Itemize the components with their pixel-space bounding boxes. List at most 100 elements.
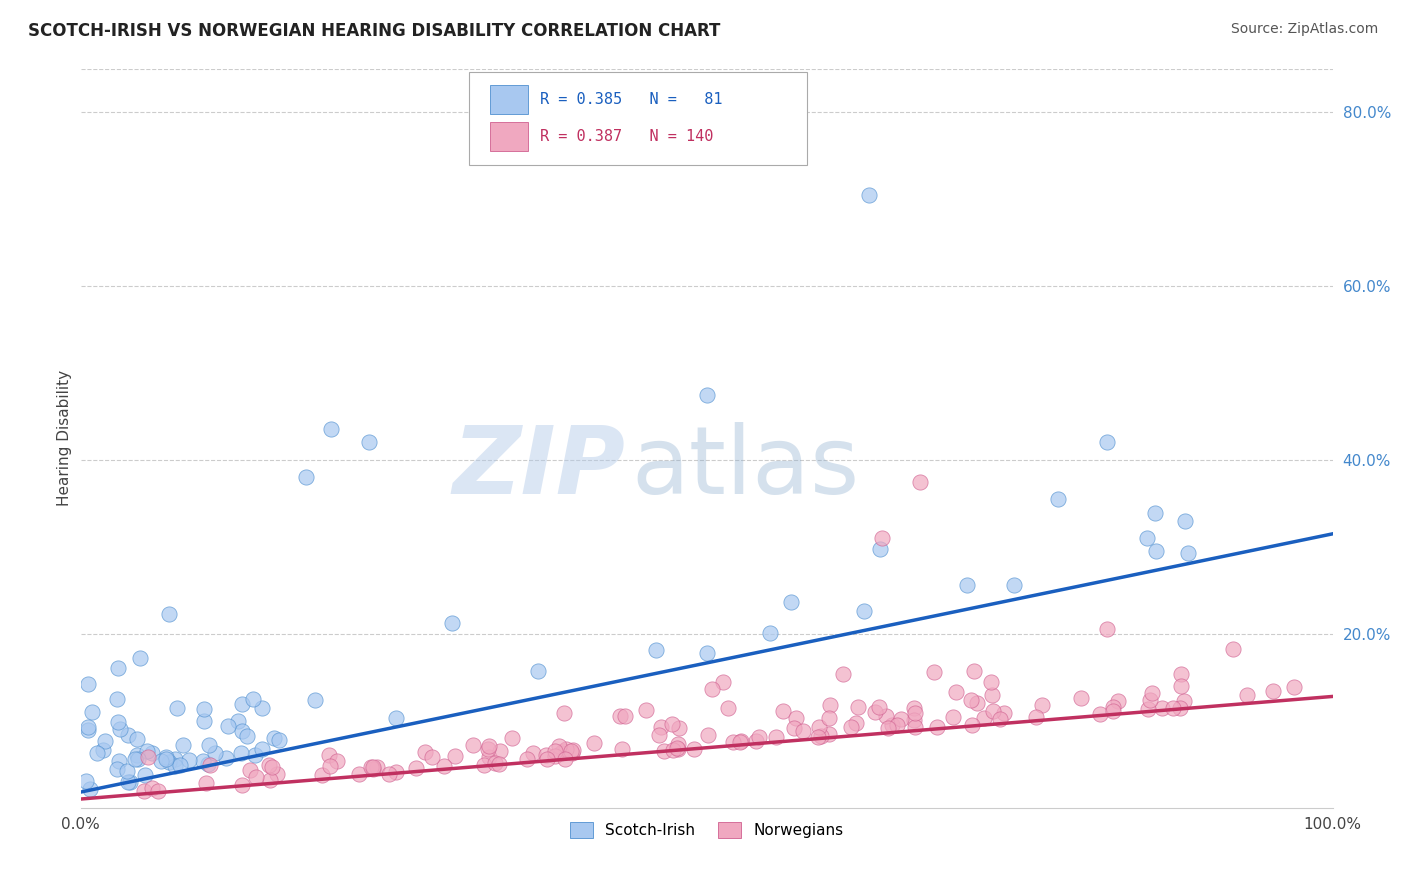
Point xyxy=(904,720,927,734)
Point xyxy=(1168,701,1191,715)
Text: SCOTCH-IRISH VS NORWEGIAN HEARING DISABILITY CORRELATION CHART: SCOTCH-IRISH VS NORWEGIAN HEARING DISABI… xyxy=(28,22,720,40)
Point xyxy=(1150,701,1173,715)
Point xyxy=(1102,704,1125,718)
Point xyxy=(550,746,572,760)
Point xyxy=(1144,544,1167,558)
Point xyxy=(544,748,567,763)
Point xyxy=(378,766,401,780)
Point xyxy=(942,709,965,723)
Point xyxy=(193,702,215,716)
Point xyxy=(1282,680,1305,694)
Point xyxy=(441,616,464,631)
Point xyxy=(197,756,219,771)
Point xyxy=(361,759,384,773)
Point xyxy=(107,715,129,730)
Y-axis label: Hearing Disability: Hearing Disability xyxy=(58,370,72,506)
Point xyxy=(91,743,114,757)
Point xyxy=(980,674,1002,689)
Point xyxy=(560,744,582,758)
Point xyxy=(134,784,156,798)
Point xyxy=(242,692,264,706)
Point xyxy=(956,578,979,592)
Point xyxy=(166,701,188,715)
Point xyxy=(141,780,163,795)
Point xyxy=(613,708,636,723)
Point xyxy=(981,704,1004,718)
Point xyxy=(745,734,768,748)
Point xyxy=(472,757,495,772)
Point xyxy=(721,734,744,748)
Point xyxy=(231,697,253,711)
Point xyxy=(217,719,239,733)
Point xyxy=(554,742,576,756)
Point xyxy=(195,776,218,790)
Point xyxy=(561,746,583,760)
Point xyxy=(349,767,371,781)
Point xyxy=(779,595,801,609)
Point xyxy=(366,760,388,774)
Point xyxy=(117,728,139,742)
Point xyxy=(1142,686,1164,700)
Point xyxy=(318,748,340,763)
Point xyxy=(235,729,257,743)
Point xyxy=(77,720,100,734)
Point xyxy=(239,763,262,777)
Point xyxy=(960,718,983,732)
Point xyxy=(527,664,550,678)
Point xyxy=(1261,684,1284,698)
Point xyxy=(1107,694,1129,708)
Point xyxy=(717,700,740,714)
Point xyxy=(748,730,770,744)
Point xyxy=(808,720,831,734)
Point xyxy=(157,607,180,621)
Point xyxy=(980,688,1002,702)
Point xyxy=(77,677,100,691)
Point xyxy=(662,743,685,757)
Point xyxy=(1173,694,1195,708)
Point xyxy=(80,705,103,719)
Text: atlas: atlas xyxy=(631,422,859,514)
Point xyxy=(877,721,900,735)
Point xyxy=(609,709,631,723)
Point xyxy=(536,752,558,766)
Point xyxy=(197,738,219,752)
Point xyxy=(610,742,633,756)
Text: ZIP: ZIP xyxy=(453,422,626,514)
Point xyxy=(963,664,986,678)
Text: R = 0.387   N = 140: R = 0.387 N = 140 xyxy=(540,129,713,144)
Point xyxy=(155,749,177,764)
Point xyxy=(127,748,149,763)
Point xyxy=(772,704,794,718)
Point xyxy=(903,713,925,727)
Point xyxy=(1143,506,1166,520)
Point xyxy=(191,754,214,768)
Point xyxy=(172,738,194,752)
Point xyxy=(250,742,273,756)
Point xyxy=(818,711,841,725)
Point xyxy=(846,699,869,714)
Point xyxy=(136,749,159,764)
Point xyxy=(1097,623,1119,637)
Point xyxy=(155,752,177,766)
Point xyxy=(863,705,886,719)
Point xyxy=(845,716,868,731)
Point xyxy=(990,712,1012,726)
Point xyxy=(357,435,380,450)
Point xyxy=(652,744,675,758)
Point xyxy=(904,706,927,721)
Point xyxy=(666,741,689,756)
Point xyxy=(311,768,333,782)
Point xyxy=(1047,492,1070,507)
Point xyxy=(666,737,689,751)
Point xyxy=(890,713,912,727)
Point xyxy=(477,742,499,756)
Point xyxy=(924,665,946,679)
Point xyxy=(226,714,249,728)
Bar xyxy=(491,85,527,114)
Point xyxy=(384,711,406,725)
Point xyxy=(817,727,839,741)
Point xyxy=(295,470,318,484)
Point xyxy=(105,692,128,706)
Point xyxy=(501,731,523,745)
Point xyxy=(433,758,456,772)
